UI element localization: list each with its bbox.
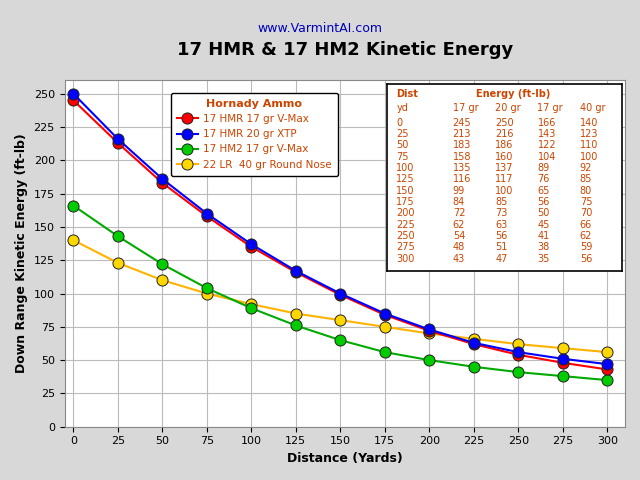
Text: www.VarmintAI.com: www.VarmintAI.com [257,22,383,35]
Title: 17 HMR & 17 HM2 Kinetic Energy: 17 HMR & 17 HM2 Kinetic Energy [177,41,513,60]
X-axis label: Distance (Yards): Distance (Yards) [287,452,403,465]
Y-axis label: Down Range Kinetic Energy (ft-lb): Down Range Kinetic Energy (ft-lb) [15,134,28,373]
Legend: 17 HMR 17 gr V-Max, 17 HMR 20 gr XTP, 17 HM2 17 gr V-Max, 22 LR  40 gr Round Nos: 17 HMR 17 gr V-Max, 17 HMR 20 gr XTP, 17… [171,93,338,176]
